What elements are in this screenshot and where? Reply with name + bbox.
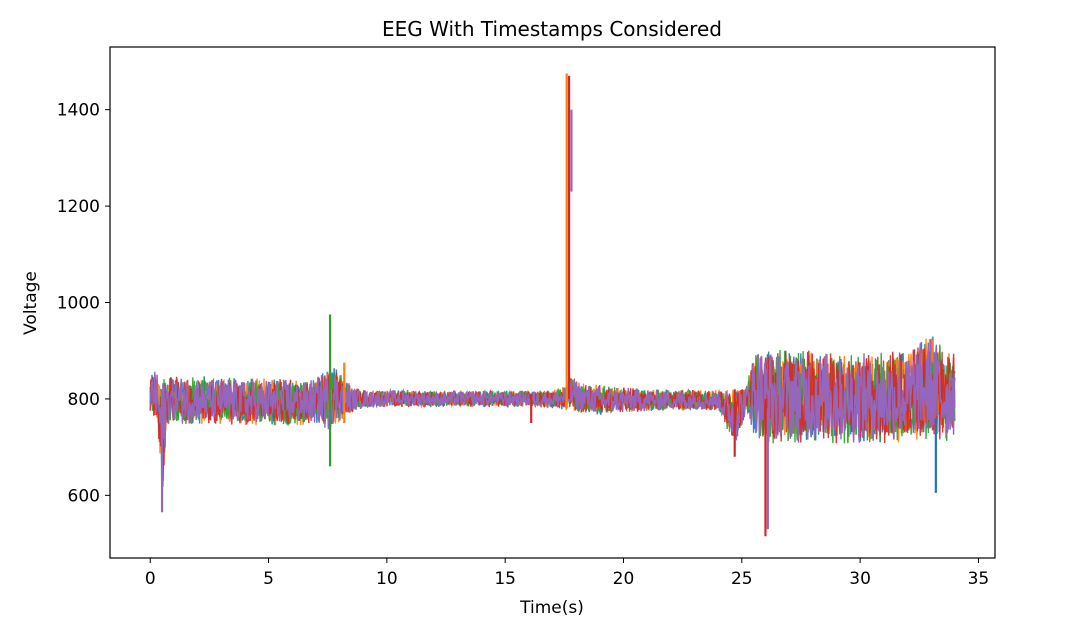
y-tick-label: 1200 — [57, 197, 100, 217]
x-tick-label: 25 — [731, 569, 753, 589]
y-axis: 600 800 1000 1200 1400 — [57, 101, 110, 506]
x-tick-label: 0 — [145, 569, 156, 589]
x-tick-label: 30 — [849, 569, 871, 589]
eeg-series-line — [149, 339, 956, 460]
plot-area — [149, 73, 956, 537]
x-tick-label: 10 — [376, 569, 398, 589]
eeg-series-line — [149, 347, 956, 481]
y-tick-label: 1000 — [57, 294, 100, 314]
x-tick-label: 35 — [968, 569, 990, 589]
x-tick-label: 15 — [494, 569, 516, 589]
y-tick-label: 1400 — [57, 101, 100, 121]
x-tick-label: 20 — [613, 569, 635, 589]
y-tick-label: 800 — [68, 390, 100, 410]
y-axis-label: Voltage — [21, 271, 41, 335]
x-axis: 0 5 10 15 20 25 30 35 — [145, 558, 989, 589]
y-tick-label: 600 — [68, 486, 100, 506]
plot-frame — [109, 46, 996, 559]
chart-title: EEG With Timestamps Considered — [382, 17, 722, 41]
x-tick-label: 5 — [263, 569, 274, 589]
x-axis-label: Time(s) — [519, 598, 584, 618]
